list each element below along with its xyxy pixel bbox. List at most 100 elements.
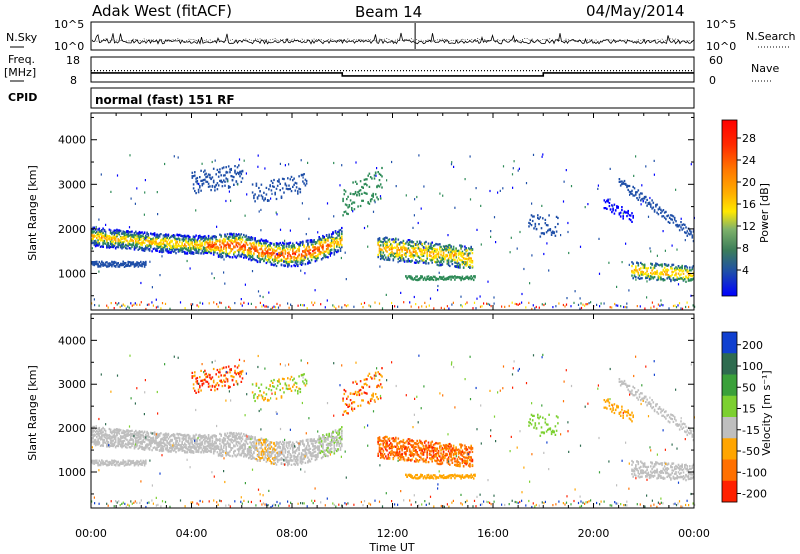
range-cell [135,239,137,243]
range-cell [263,199,265,202]
range-cell [107,436,109,439]
range-cell [214,249,216,252]
range-cell [160,449,162,452]
range-cell [195,247,197,250]
range-cell [157,236,160,239]
range-cell [297,255,299,258]
range-cell [145,248,147,251]
range-cell [239,238,241,241]
range-cell [612,205,614,208]
range-cell [459,244,461,247]
range-cell [119,239,122,242]
range-cell [157,242,160,245]
range-cell [166,444,168,447]
range-cell [207,449,210,452]
range-cell [186,450,189,453]
range-cell [547,229,549,232]
range-cell [113,235,116,238]
range-cell [243,256,245,259]
range-cell [336,236,338,239]
range-cell [96,440,98,443]
range-cell [122,246,124,249]
range-cell [621,180,623,183]
range-cell [446,277,449,281]
range-cell [422,252,425,255]
range-cell [653,209,656,212]
range-cell [152,432,155,435]
range-cell [274,306,277,309]
range-cell [103,229,106,232]
range-cell [229,256,231,259]
range-cell [194,437,196,440]
range-cell [650,275,652,278]
range-cell [103,234,106,237]
range-cell [230,438,232,441]
range-cell [161,447,163,450]
range-cell [127,241,129,244]
range-cell [509,251,511,254]
range-cell [246,249,249,252]
range-cell [134,302,136,305]
range-cell [215,442,217,445]
range-cell [642,271,645,274]
range-cell [269,257,271,260]
range-cell [631,271,633,274]
range-cell [318,248,320,251]
range-cell [538,217,540,220]
range-cell [470,257,472,260]
range-cell [325,244,328,247]
range-cell [162,433,165,436]
range-cell [135,262,137,265]
range-cell [690,230,692,233]
range-cell [106,265,108,268]
range-cell [313,248,315,251]
range-cell [220,448,222,451]
range-cell [681,277,683,280]
range-cell [320,246,323,249]
range-cell [194,171,196,174]
range-cell [609,167,611,170]
range-cell [214,445,216,448]
range-cell [199,244,201,247]
range-cell [285,187,288,190]
range-cell [258,186,260,190]
range-cell [206,175,209,178]
range-cell [102,444,104,447]
range-cell [201,250,204,253]
range-cell [199,439,201,442]
range-cell [238,164,240,167]
range-cell [168,241,171,244]
range-cell [211,160,213,164]
range-cell [135,241,137,244]
range-cell [99,438,102,441]
range-cell [238,237,240,240]
range-cell [447,234,449,237]
range-cell [304,263,307,266]
range-cell [408,254,411,257]
range-cell [196,450,199,453]
range-cell [194,445,196,448]
range-cell [191,171,194,174]
range-cell [464,302,467,306]
range-cell [235,238,238,241]
range-cell [642,264,645,267]
range-cell [280,243,283,246]
range-cell [372,194,374,197]
range-cell [425,259,427,263]
range-cell [457,252,460,255]
range-cell [330,233,333,236]
range-cell [281,254,284,257]
range-cell [310,243,313,246]
range-cell [175,451,177,454]
range-cell [209,446,211,450]
range-cell [144,191,146,194]
range-cell [222,242,225,245]
range-cell [93,429,96,432]
range-cell [653,210,656,213]
range-cell [140,235,142,238]
range-cell [367,201,369,205]
range-cell [260,183,263,186]
range-cell [132,242,135,245]
range-cell [390,243,392,246]
range-cell [248,247,250,250]
